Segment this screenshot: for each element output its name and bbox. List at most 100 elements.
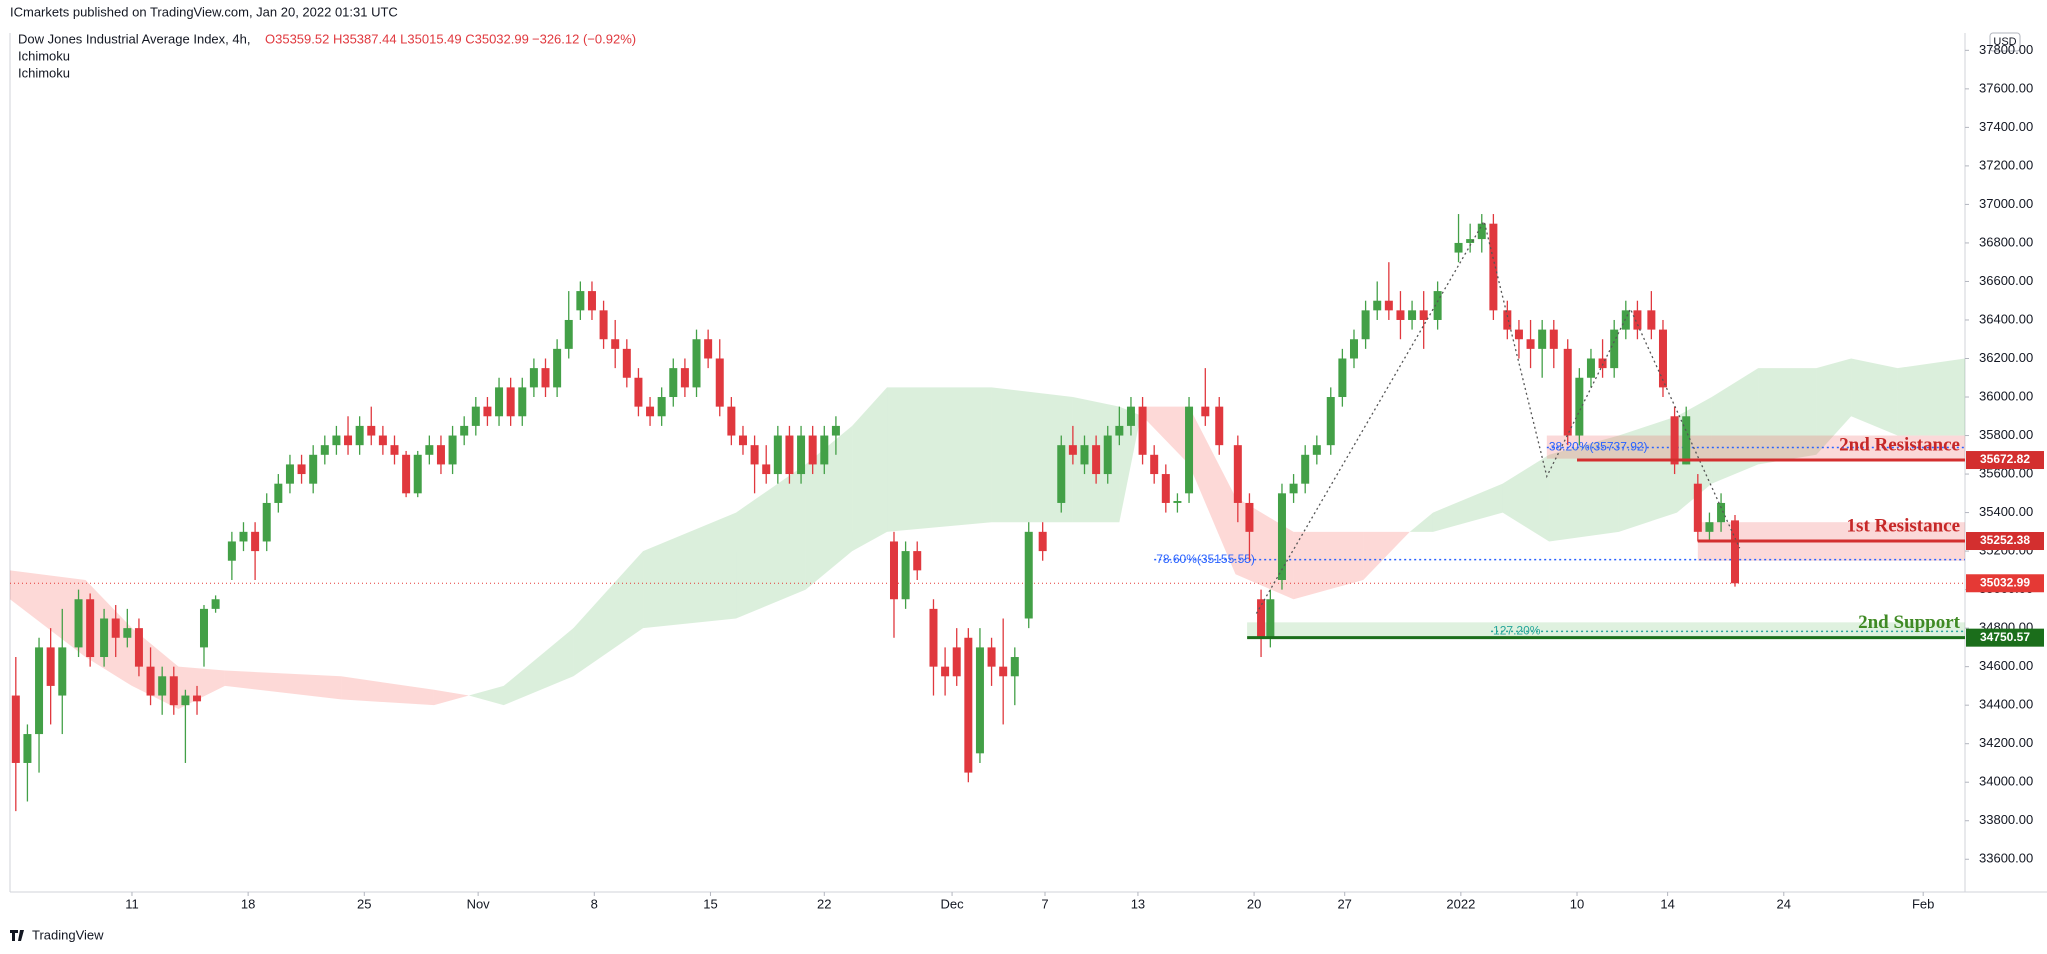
cloud-segment — [341, 676, 434, 706]
candle-body — [529, 368, 538, 388]
candle-body — [436, 445, 445, 465]
candle-body — [471, 406, 480, 426]
y-tick-label: 33600.00 — [1979, 851, 2033, 866]
candle-body — [762, 464, 771, 475]
candle-body — [158, 676, 167, 696]
candle-body — [274, 483, 283, 503]
candle-body — [1373, 300, 1382, 311]
indicator: Ichimoku — [18, 48, 70, 63]
candle-body — [715, 358, 724, 407]
candle-body — [1277, 493, 1286, 580]
candle-body — [1514, 329, 1523, 340]
candle-body — [199, 608, 208, 648]
candle-body — [123, 628, 132, 638]
price-label-box — [1966, 574, 2044, 593]
candle-body — [634, 377, 643, 407]
candle-body — [211, 599, 220, 609]
cloud-segment — [1897, 358, 1965, 436]
y-tick-label: 35800.00 — [1979, 427, 2033, 442]
candle-body — [1466, 239, 1475, 243]
candle-body — [390, 445, 399, 455]
candle-body — [355, 425, 364, 446]
level-annotation: 1st Resistance — [1847, 515, 1960, 536]
candle-body — [797, 435, 806, 475]
candle-body — [1489, 223, 1498, 311]
candle-body — [1549, 329, 1558, 349]
chart-title: Dow Jones Industrial Average Index, 4h, — [18, 31, 250, 46]
x-tick-label: Nov — [467, 896, 491, 911]
x-tick-label: 7 — [1041, 896, 1048, 911]
cloud-segment — [224, 670, 342, 700]
candle-body — [1682, 416, 1691, 465]
candle-body — [448, 435, 457, 465]
candle-body — [134, 628, 143, 667]
candle-body — [1312, 445, 1321, 455]
candle-body — [1185, 406, 1194, 494]
candle-body — [1575, 377, 1584, 436]
candle-body — [1477, 223, 1486, 240]
candle-body — [692, 339, 701, 388]
cloud-segment — [468, 685, 504, 706]
cloud-segment — [805, 425, 853, 590]
candle-body — [193, 695, 202, 702]
candle-body — [669, 368, 678, 398]
candle-body — [1215, 406, 1224, 446]
y-tick-label: 35400.00 — [1979, 504, 2033, 519]
candle-body — [181, 695, 190, 706]
cloud-segment — [573, 551, 644, 677]
candle-body — [11, 695, 20, 763]
candle-body — [1349, 339, 1358, 359]
cloud-segment — [1432, 483, 1503, 532]
candle-body — [929, 608, 938, 667]
x-tick-label: 18 — [241, 896, 255, 911]
candle-body — [425, 445, 434, 455]
level-annotation: 2nd Resistance — [1839, 434, 1960, 455]
candle-body — [297, 464, 306, 475]
candle-body — [1161, 474, 1170, 503]
candle-body — [901, 551, 910, 600]
candle-body — [251, 531, 260, 552]
candle-body — [808, 435, 817, 465]
price-label-box — [1966, 532, 2044, 551]
candle-body — [1538, 329, 1547, 349]
candle-body — [1408, 310, 1417, 320]
candle-body — [1586, 358, 1595, 378]
cloud-segment — [503, 628, 574, 706]
candle-body — [46, 647, 55, 686]
candle-body — [1126, 406, 1135, 426]
candle-body — [100, 618, 109, 658]
candle-body — [952, 647, 961, 677]
candle-body — [1503, 310, 1512, 330]
candle-body — [1103, 435, 1112, 475]
cloud-segment — [736, 464, 806, 619]
candle-body — [1338, 358, 1347, 398]
candle-body — [402, 454, 411, 494]
candle-body — [506, 387, 515, 417]
candle-body — [964, 637, 973, 773]
cloud-segment — [887, 387, 992, 532]
candle-body — [1419, 310, 1428, 320]
brand-logo — [10, 930, 24, 941]
x-tick-label: 25 — [357, 896, 371, 911]
candle-body — [344, 435, 353, 446]
candle-body — [913, 551, 922, 571]
y-tick-label: 36000.00 — [1979, 388, 2033, 403]
candle-body — [1057, 445, 1066, 503]
cloud-segment — [178, 666, 225, 710]
candle-body — [495, 387, 504, 417]
y-tick-label: 37400.00 — [1979, 119, 2033, 134]
y-tick-label: 33800.00 — [1979, 812, 2033, 827]
cloud-segment — [852, 387, 888, 552]
price-label: 35032.99 — [1980, 575, 2030, 589]
candle-body — [262, 502, 271, 542]
candle-body — [657, 397, 666, 417]
candle-body — [1717, 502, 1726, 523]
change: −326.12 (−0.92%) — [532, 31, 636, 46]
candle-body — [378, 435, 387, 446]
candle-body — [239, 531, 248, 542]
x-tick-label: Feb — [1912, 896, 1934, 911]
zone — [1247, 622, 1965, 638]
candle-body — [820, 435, 829, 465]
cloud-segment — [1189, 406, 1236, 575]
